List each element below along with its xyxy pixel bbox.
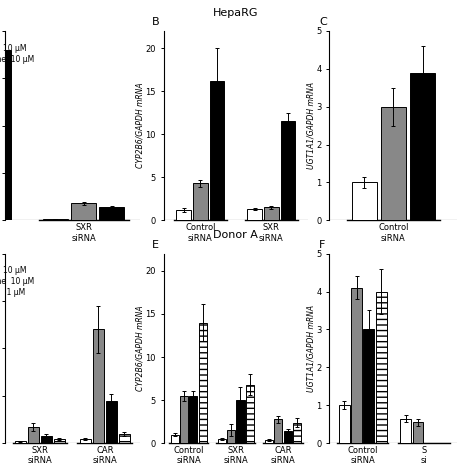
Y-axis label: CYP2B6/GAPDH mRNA: CYP2B6/GAPDH mRNA xyxy=(135,83,144,168)
Bar xyxy=(80,439,91,443)
Bar xyxy=(401,419,411,443)
Bar xyxy=(339,405,350,443)
Bar xyxy=(99,207,124,220)
Bar xyxy=(54,439,65,443)
Bar xyxy=(410,73,435,220)
Bar xyxy=(274,419,283,443)
Text: E: E xyxy=(152,240,159,250)
Bar xyxy=(412,422,423,443)
Legend: DMSO, RFP       10 μM, Mitotane  10 μM, CITCO     1 μM: DMSO, RFP 10 μM, Mitotane 10 μM, CITCO 1… xyxy=(0,255,34,297)
FancyBboxPatch shape xyxy=(0,218,5,223)
Bar xyxy=(265,440,273,443)
Bar xyxy=(376,292,386,443)
Bar xyxy=(15,441,26,443)
Bar xyxy=(352,182,377,220)
FancyBboxPatch shape xyxy=(0,218,5,223)
Bar xyxy=(118,434,130,443)
Text: C: C xyxy=(319,17,327,27)
Bar xyxy=(41,436,52,443)
Text: HepaRG: HepaRG xyxy=(213,8,258,18)
Bar xyxy=(43,219,68,220)
Bar xyxy=(176,210,191,220)
Bar xyxy=(218,439,226,443)
Bar xyxy=(0,50,11,220)
Bar xyxy=(351,288,362,443)
Y-axis label: UGT1A1/GAPDH mRNA: UGT1A1/GAPDH mRNA xyxy=(306,305,315,392)
Bar xyxy=(381,107,406,220)
Y-axis label: UGT1A1/GAPDH mRNA: UGT1A1/GAPDH mRNA xyxy=(306,82,315,169)
Bar xyxy=(281,121,295,220)
Bar xyxy=(246,384,254,443)
Bar xyxy=(180,396,188,443)
Bar xyxy=(283,431,292,443)
Y-axis label: CYP2B6/GAPDH mRNA: CYP2B6/GAPDH mRNA xyxy=(135,306,144,391)
Bar xyxy=(247,209,262,220)
Bar xyxy=(92,329,104,443)
Bar xyxy=(27,427,39,443)
Bar xyxy=(264,208,279,220)
Bar xyxy=(189,396,198,443)
Bar xyxy=(71,203,96,220)
Legend: DMSO, RFP       10 μM, Mitotane  10 μM: DMSO, RFP 10 μM, Mitotane 10 μM xyxy=(0,33,34,64)
Bar xyxy=(364,329,374,443)
Bar xyxy=(171,435,179,443)
Bar xyxy=(210,81,224,220)
Bar xyxy=(237,400,245,443)
FancyBboxPatch shape xyxy=(0,218,5,223)
Bar xyxy=(193,183,208,220)
Text: Donor A: Donor A xyxy=(213,230,258,240)
Text: F: F xyxy=(319,240,326,250)
Bar xyxy=(199,322,207,443)
Bar xyxy=(106,401,117,443)
Bar xyxy=(227,430,235,443)
Text: B: B xyxy=(152,17,160,27)
Bar xyxy=(293,422,301,443)
